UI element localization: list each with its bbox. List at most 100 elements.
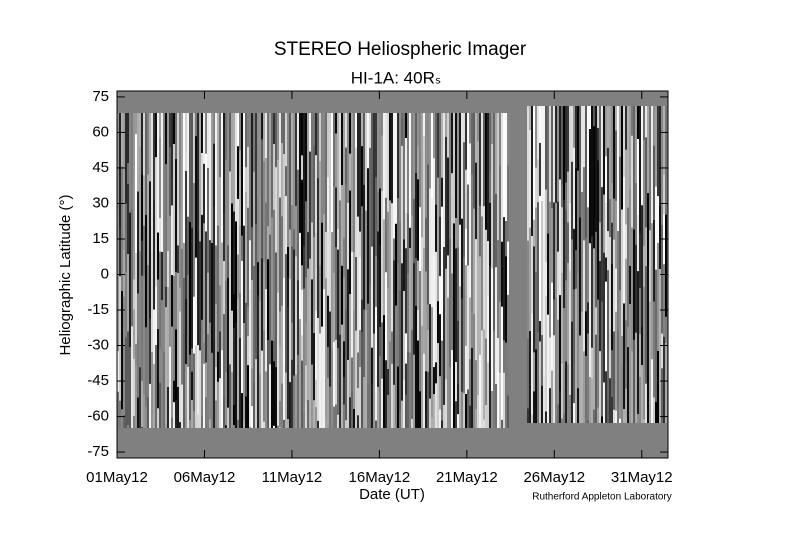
texture-streak [461,113,463,219]
texture-streak [203,163,205,224]
texture-streak [199,241,201,351]
texture-streak [349,113,351,154]
texture-streak [569,106,571,203]
texture-streak [203,113,205,164]
texture-streak [581,214,583,312]
texture-streak [659,268,661,400]
texture-streak [643,246,645,287]
texture-streak [203,363,205,428]
texture-streak [145,327,147,407]
texture-streak [325,113,327,232]
texture-streak [475,360,477,410]
texture-streak [261,139,263,259]
texture-streak [237,419,239,428]
texture-streak [361,299,363,333]
texture-streak [273,340,275,362]
texture-streak [357,388,359,416]
texture-streak [285,113,287,167]
texture-streak [221,113,223,243]
y-tick-label: 75 [92,88,109,105]
texture-streak [485,229,487,339]
texture-streak [245,302,247,397]
texture-streak [471,174,473,313]
texture-streak [119,113,121,229]
texture-streak [577,170,579,273]
texture-streak [359,113,361,232]
texture-streak [431,307,433,418]
texture-streak [559,391,561,423]
texture-streak [245,396,247,428]
texture-streak [429,398,431,428]
texture-streak [659,106,661,206]
texture-streak [139,147,141,252]
x-tick-label: 31May12 [611,469,673,486]
texture-streak [481,113,483,217]
texture-streak [247,146,249,208]
texture-streak [341,265,343,325]
texture-streak [495,383,497,428]
texture-streak [143,394,145,428]
texture-streak [591,378,593,423]
texture-streak [379,356,381,428]
texture-streak [159,113,161,139]
texture-streak [453,361,455,428]
texture-streak [401,113,403,146]
texture-streak [493,330,495,428]
texture-streak [471,347,473,428]
texture-streak [403,291,405,380]
texture-streak [625,417,627,423]
texture-streak [305,402,307,428]
texture-streak [133,113,135,156]
texture-streak [433,113,435,159]
texture-streak [393,238,395,261]
texture-streak [309,258,311,324]
texture-streak [573,147,575,229]
texture-streak [637,215,639,272]
texture-streak [415,173,417,259]
texture-streak [133,416,135,428]
texture-streak [261,113,263,140]
texture-streak [345,113,347,148]
texture-streak [585,311,587,357]
texture-streak [307,400,309,428]
texture-streak [591,106,593,237]
texture-streak [545,411,547,423]
texture-streak [239,293,241,338]
texture-streak [421,113,423,238]
texture-streak [635,332,637,423]
texture-streak [185,113,187,151]
texture-streak [337,414,339,428]
texture-streak [617,402,619,423]
texture-streak [167,250,169,287]
texture-streak [285,166,287,197]
texture-streak [535,106,537,168]
texture-streak [299,319,301,428]
texture-streak [225,159,227,240]
texture-streak [463,113,465,143]
texture-streak [293,113,295,230]
texture-streak [565,361,567,423]
texture-streak [617,106,619,232]
texture-streak [581,106,583,193]
texture-streak [469,359,471,406]
texture-streak [323,289,325,403]
texture-streak [503,217,505,341]
texture-streak [553,335,555,423]
texture-streak [619,290,621,327]
texture-streak [193,113,195,184]
texture-streak [555,202,557,298]
texture-streak [405,248,407,334]
texture-streak [399,221,401,291]
texture-streak [559,179,561,296]
texture-streak [539,341,541,423]
texture-streak [171,275,173,327]
texture-streak [643,106,645,141]
texture-streak [159,138,161,218]
texture-streak [233,293,235,329]
texture-streak [489,266,491,319]
texture-streak [341,113,343,186]
texture-streak [365,310,367,428]
texture-streak [531,414,533,423]
texture-streak [605,257,607,282]
texture-streak [173,198,175,277]
